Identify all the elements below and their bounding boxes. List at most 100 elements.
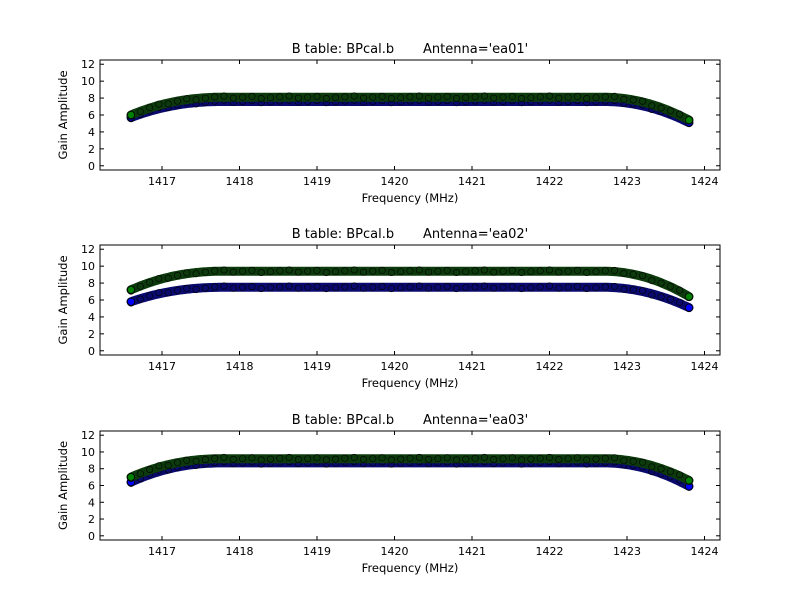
data-point — [397, 455, 405, 463]
y-tick-label: 0 — [88, 530, 95, 543]
y-tick-label: 0 — [88, 160, 95, 173]
data-point — [592, 284, 600, 292]
x-tick-label: 1420 — [381, 360, 409, 373]
data-point — [638, 272, 646, 280]
data-point — [527, 455, 535, 463]
data-point — [350, 453, 358, 461]
data-point — [443, 92, 451, 100]
data-point — [611, 282, 619, 290]
y-tick-label: 0 — [88, 345, 95, 358]
data-point — [564, 267, 572, 275]
data-point — [564, 455, 572, 463]
data-point — [527, 268, 535, 276]
data-point — [415, 453, 423, 461]
data-point — [211, 454, 219, 462]
data-point — [248, 454, 256, 462]
y-tick-label: 6 — [88, 480, 95, 493]
data-point-end — [685, 303, 694, 312]
data-point — [174, 271, 182, 279]
data-point — [183, 95, 191, 103]
data-point — [294, 284, 302, 292]
data-point — [257, 268, 265, 276]
data-point — [545, 266, 553, 274]
y-tick-label: 12 — [81, 58, 95, 71]
subplot-3: B table: BPcal.b Antenna='ea03' 1417 1418 1… — [56, 413, 721, 575]
x-tick-label: 1422 — [536, 545, 564, 558]
data-point — [359, 268, 367, 276]
data-point — [164, 100, 172, 108]
x-tick-label: 1422 — [536, 175, 564, 188]
data-point — [452, 456, 460, 464]
data-point — [313, 282, 321, 290]
data-point — [285, 92, 293, 100]
data-point-end — [685, 292, 694, 301]
data-point — [536, 93, 544, 101]
data-point — [527, 94, 535, 102]
data-point — [555, 455, 563, 463]
data-point — [425, 268, 433, 276]
data-point — [192, 457, 200, 465]
data-point — [183, 284, 191, 292]
data-point — [508, 266, 516, 274]
data-point — [350, 92, 358, 100]
data-point — [638, 458, 646, 466]
data-point — [462, 94, 470, 102]
data-point — [211, 283, 219, 291]
data-point — [229, 455, 237, 463]
data-point — [536, 283, 544, 291]
x-axis-label: Frequency (MHz) — [362, 561, 459, 575]
data-point-start — [127, 111, 136, 120]
y-tick-label: 12 — [81, 429, 95, 442]
data-point — [499, 267, 507, 275]
data-point — [666, 295, 674, 303]
data-point — [266, 94, 274, 102]
data-point — [313, 266, 321, 274]
y-axis-label: Gain Amplitude — [56, 441, 70, 530]
series-band — [126, 458, 694, 491]
data-point — [583, 95, 591, 103]
data-point — [276, 267, 284, 275]
data-point — [545, 92, 553, 100]
data-point — [239, 93, 247, 101]
data-point — [359, 94, 367, 102]
data-point — [248, 282, 256, 290]
data-point — [174, 286, 182, 294]
data-point — [136, 282, 144, 290]
y-tick-label: 4 — [88, 311, 95, 324]
data-point — [638, 97, 646, 105]
data-point — [527, 284, 535, 292]
data-point — [276, 283, 284, 291]
data-point — [545, 453, 553, 461]
data-point — [257, 456, 265, 464]
y-tick-label: 10 — [81, 260, 95, 273]
data-point — [164, 461, 172, 469]
axes-frame — [99, 59, 721, 171]
data-point — [499, 93, 507, 101]
data-point — [471, 93, 479, 101]
data-point — [304, 267, 312, 275]
data-point — [555, 268, 563, 276]
data-point — [387, 285, 395, 293]
data-point — [285, 453, 293, 461]
x-tick-label: 1424 — [691, 175, 719, 188]
data-point — [611, 266, 619, 274]
data-point — [350, 282, 358, 290]
data-point — [136, 470, 144, 478]
chart-title: B table: BPcal.b Antenna='ea03' — [292, 413, 529, 428]
data-point — [211, 93, 219, 101]
x-tick-label: 1417 — [148, 545, 176, 558]
data-point — [601, 93, 609, 101]
data-point — [183, 269, 191, 277]
data-point — [657, 104, 665, 112]
data-point — [508, 92, 516, 100]
data-point — [657, 465, 665, 473]
data-point — [508, 454, 516, 462]
data-point — [434, 455, 442, 463]
data-point — [471, 454, 479, 462]
data-point — [220, 92, 228, 100]
data-point — [378, 266, 386, 274]
data-point — [294, 94, 302, 102]
data-point-start — [127, 297, 136, 306]
data-point — [425, 284, 433, 292]
data-point — [406, 454, 414, 462]
